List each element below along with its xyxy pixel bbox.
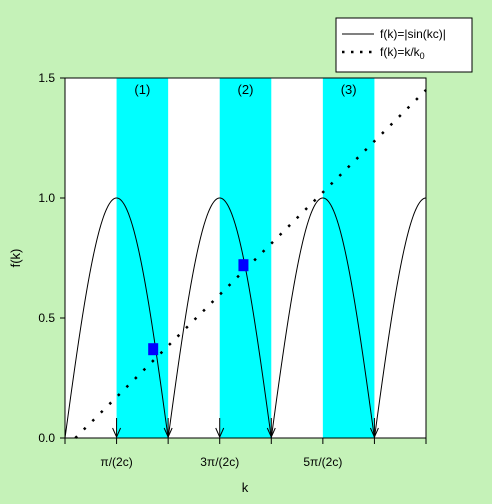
legend-label-linear: f(k)=k/k0 [380, 45, 425, 61]
intersection-marker-2 [238, 259, 249, 272]
intersection-marker-1 [148, 343, 159, 356]
band-label-1: (1) [134, 82, 150, 97]
legend-label-linear-sub: 0 [420, 51, 425, 61]
band-label-2: (2) [238, 82, 254, 97]
bands-layer: (1) (2) (3) [65, 78, 426, 438]
y-axis-title: f(k) [8, 249, 23, 268]
arrow-head-4 [369, 427, 379, 439]
arrow-head-3 [266, 427, 276, 439]
x-tick-label-2: 5π/(2c) [303, 455, 342, 469]
marks-layer [112, 259, 379, 439]
x-tick-label-1: 3π/(2c) [200, 455, 239, 469]
axes-layer: 0.0 0.5 1.0 1.5 π/(2c) 3π/(2c) 5π/(2c) [38, 71, 427, 469]
legend-label-linear-main: f(k)=k/k [380, 45, 421, 59]
legend-label-abs-sin: f(k)=|sin(kc)| [380, 27, 446, 41]
plot-frame [64, 77, 427, 439]
y-tick-label-3: 1.5 [38, 71, 55, 85]
arrow-head-1 [163, 427, 173, 439]
legend-box [335, 17, 473, 73]
y-tick-label-1: 0.5 [38, 311, 55, 325]
x-tick-label-0: π/(2c) [100, 455, 132, 469]
y-tick-label-0: 0.0 [38, 431, 55, 445]
arrow-head-0 [112, 427, 122, 439]
legend: f(k)=|sin(kc)| f(k)=k/k0 [335, 17, 473, 73]
band-label-3: (3) [341, 82, 357, 97]
arrow-head-2 [215, 427, 225, 439]
y-tick-label-2: 1.0 [38, 191, 55, 205]
x-axis-title: k [242, 480, 249, 495]
